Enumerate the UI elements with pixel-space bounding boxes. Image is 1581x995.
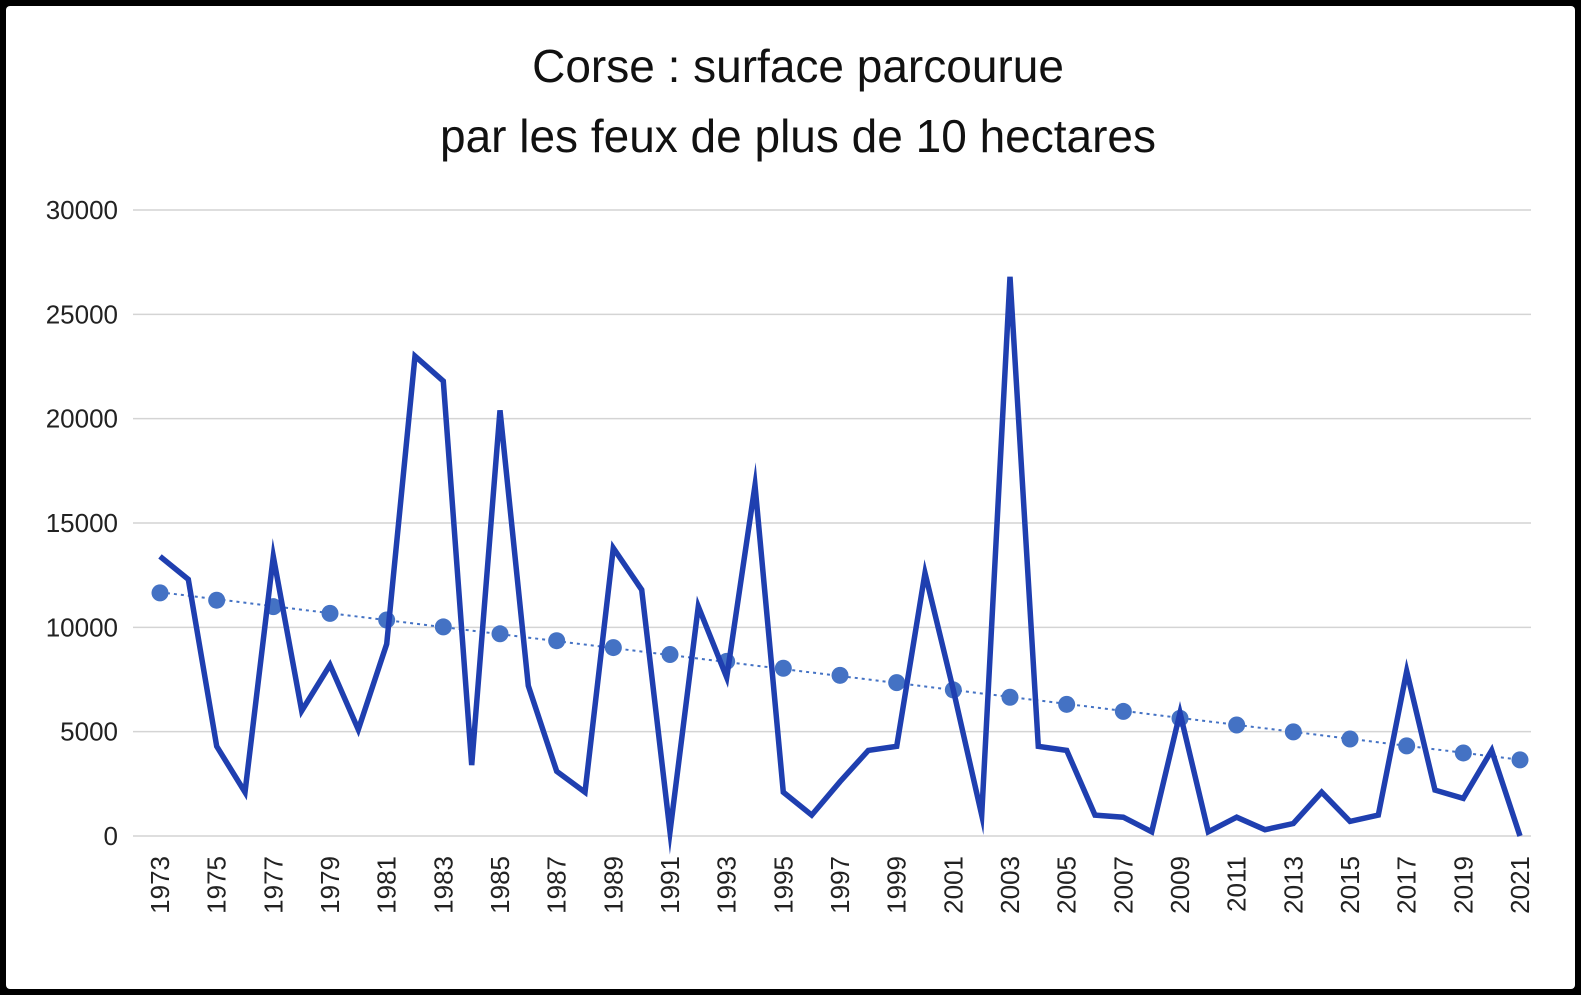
trend-point [661,645,679,663]
y-tick-label: 25000 [46,299,118,329]
trend-point [208,591,226,609]
x-tick-label: 2013 [1278,856,1308,914]
x-tick-label: 1989 [598,856,628,914]
x-tick-label: 1973 [145,856,175,914]
y-tick-label: 5000 [60,717,118,747]
series-line-0 [158,276,1523,855]
x-tick-label: 2001 [938,856,968,914]
trend-point [888,674,906,692]
x-tick-label: 2009 [1165,856,1195,914]
x-tick-label: 1987 [542,856,572,914]
y-tick-label: 0 [104,821,118,851]
trend-line [151,584,1529,769]
x-tick-label: 1991 [655,856,685,914]
trend-point [1284,723,1302,741]
trend-point [1228,716,1246,734]
x-axis-tick-labels: 1973 1975 1977 1979 1981 1983 1985 1987 1989 1991… [145,856,1535,914]
line-chart: Corse : surface parcourue par les feux d… [46,40,1535,914]
trend-point [1398,737,1416,755]
x-tick-label: 1995 [768,856,798,914]
x-tick-label: 2015 [1335,856,1365,914]
trend-point [1114,702,1132,720]
x-tick-label: 2019 [1448,856,1478,914]
x-tick-label: 1979 [315,856,345,914]
trend-point [548,632,566,650]
trend-point [1511,751,1529,769]
y-axis-tick-labels: 0 5000 10000 15000 20000 25000 30000 [46,195,118,851]
x-tick-label: 1993 [712,856,742,914]
chart-title-line-2: par les feux de plus de 10 hectares [440,110,1156,162]
x-tick-label: 1975 [202,856,232,914]
trend-point [1058,695,1076,713]
x-tick-label: 2011 [1222,856,1252,912]
x-tick-label: 2021 [1505,856,1535,914]
chart-title-line-1: Corse : surface parcourue [532,40,1064,92]
x-tick-label: 1997 [825,856,855,914]
trend-point [1001,688,1019,706]
x-tick-label: 2003 [995,856,1025,914]
trend-point [774,659,792,677]
x-tick-label: 1981 [372,856,402,914]
x-tick-label: 2005 [1052,856,1082,914]
x-tick-label: 1977 [258,856,288,914]
trend-point [434,618,452,636]
trend-point [831,666,849,684]
x-tick-label: 1999 [882,856,912,914]
data-series [158,276,1523,855]
x-tick-label: 2007 [1108,856,1138,914]
trend-point [604,639,622,657]
x-tick-label: 2017 [1392,856,1422,914]
trend-point [151,584,169,602]
gridlines [133,209,1531,837]
y-tick-label: 20000 [46,404,118,434]
y-tick-label: 10000 [46,612,118,642]
x-tick-label: 1985 [485,856,515,914]
chart-frame: Corse : surface parcourue par les feux d… [6,6,1575,989]
y-tick-label: 15000 [46,508,118,538]
y-tick-label: 30000 [46,195,118,225]
trend-point [1341,730,1359,748]
trend-point [1454,744,1472,762]
trend-point [321,604,339,622]
trend-point [491,625,509,643]
x-tick-label: 1983 [428,856,458,914]
